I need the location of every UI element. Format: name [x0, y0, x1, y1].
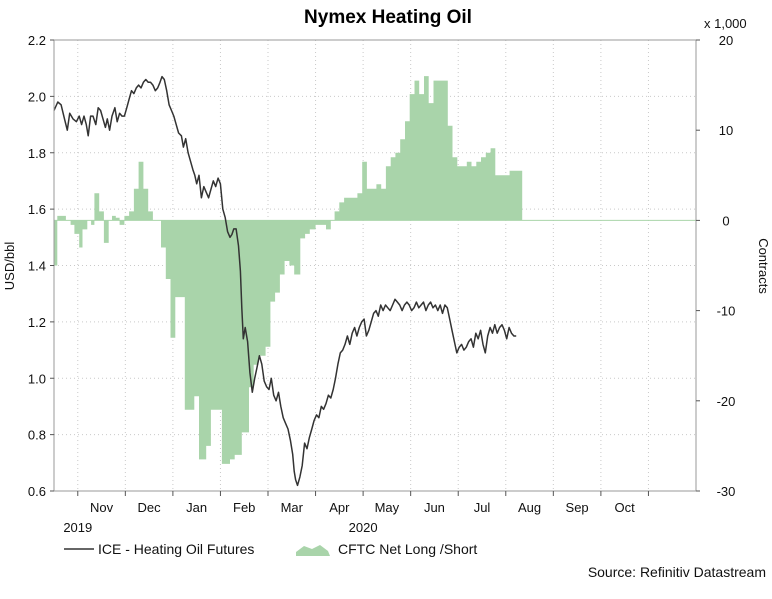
y-right-tick-label: 20 [719, 33, 733, 48]
y-right-tick-label: 10 [719, 123, 733, 138]
x-year-label: 2020 [349, 520, 378, 535]
y-right-axis: -30 -20 -10 0 10 20 [696, 33, 735, 499]
y-left-tick-label: 2.0 [28, 89, 46, 104]
x-tick-label: Apr [329, 500, 350, 515]
x-tick-label: May [375, 500, 400, 515]
y-left-tick-label: 1.2 [28, 315, 46, 330]
x-tick-label: Aug [518, 500, 541, 515]
x-year-label: 2019 [63, 520, 92, 535]
y-left-tick-label: 1.4 [28, 259, 46, 274]
price-line [53, 75, 517, 487]
x-tick-label: Jan [186, 500, 207, 515]
x-tick-label: Oct [615, 500, 636, 515]
y-right-tick-label: -20 [717, 394, 736, 409]
net-position-area [54, 76, 523, 464]
y-left-tick-label: 2.2 [28, 33, 46, 48]
source-note: Source: Refinitiv Datastream [588, 564, 766, 580]
legend-label-line: ICE - Heating Oil Futures [98, 541, 254, 557]
legend-area-swatch [296, 545, 330, 556]
chart-title: Nymex Heating Oil [304, 7, 472, 28]
price-line-path [53, 75, 517, 487]
x-tick-label: Sep [566, 500, 589, 515]
y-right-label: Contracts [756, 238, 771, 294]
y-left-axis: 0.6 0.8 1.0 1.2 1.4 1.6 1.8 2.0 2.2 [28, 33, 54, 499]
x-tick-label: Mar [281, 500, 304, 515]
x-tick-label: Dec [138, 500, 162, 515]
grid [54, 39, 696, 492]
y-left-tick-label: 1.6 [28, 202, 46, 217]
right-axis-multiplier: x 1,000 [704, 16, 747, 31]
legend-label-area: CFTC Net Long /Short [338, 541, 477, 557]
y-left-tick-label: 1.8 [28, 146, 46, 161]
y-left-tick-label: 0.6 [28, 484, 46, 499]
y-right-tick-label: 0 [722, 213, 729, 228]
y-left-label: USD/bbl [2, 242, 17, 291]
y-right-tick-label: -30 [717, 484, 736, 499]
y-left-tick-label: 1.0 [28, 371, 46, 386]
x-tick-label: Nov [90, 500, 114, 515]
legend: ICE - Heating Oil Futures CFTC Net Long … [64, 541, 477, 557]
x-axis: Nov Dec Jan Feb Mar Apr May Jun Jul Aug Sep Oct 2019… [63, 491, 649, 535]
x-tick-label: Feb [233, 500, 255, 515]
x-tick-label: Jun [424, 500, 445, 515]
y-left-tick-label: 0.8 [28, 428, 46, 443]
x-tick-label: Jul [474, 500, 491, 515]
y-right-tick-label: -10 [717, 304, 736, 319]
net-position-area-path [54, 76, 523, 464]
